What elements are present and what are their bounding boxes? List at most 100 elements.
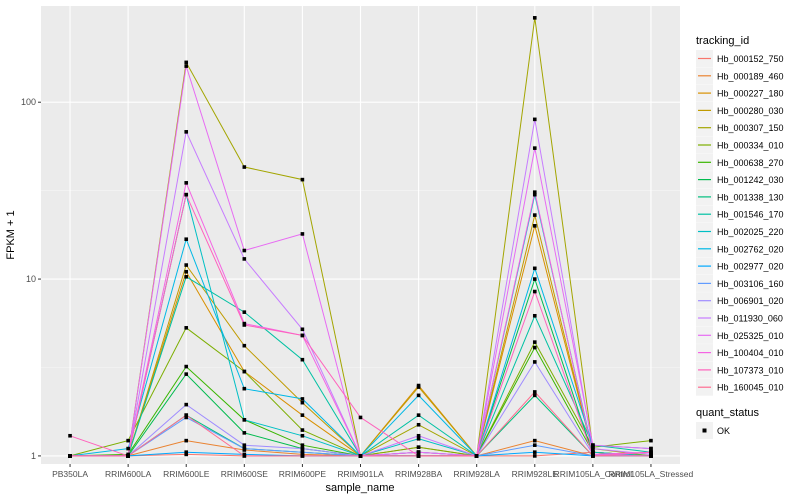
data-point bbox=[68, 433, 72, 438]
data-point bbox=[242, 343, 247, 348]
data-point bbox=[532, 213, 537, 217]
legend-label: Hb_160045_010 bbox=[717, 383, 784, 393]
data-point bbox=[591, 446, 595, 451]
x-axis-title: sample_name bbox=[325, 482, 394, 494]
legend-label: Hb_025325_010 bbox=[717, 331, 784, 341]
legend-label: Hb_003106_160 bbox=[717, 279, 784, 289]
data-point bbox=[591, 454, 595, 458]
legend-label: Hb_001546_170 bbox=[717, 210, 784, 220]
legend-label: Hb_001242_030 bbox=[717, 175, 784, 185]
data-point bbox=[649, 438, 653, 443]
data-point bbox=[242, 323, 247, 327]
legend-label: Hb_000307_150 bbox=[717, 123, 784, 133]
data-point bbox=[416, 433, 421, 438]
data-point bbox=[242, 446, 247, 451]
legend-label: Hb_011930_060 bbox=[717, 314, 783, 324]
data-point bbox=[300, 428, 305, 432]
data-point bbox=[532, 443, 537, 447]
x-tick-label: RRIM928LA bbox=[454, 469, 501, 479]
x-tick-label: RRIM600LE bbox=[163, 469, 210, 479]
data-point bbox=[242, 369, 247, 374]
x-tick-label: RRIM928LE bbox=[512, 469, 559, 479]
data-point bbox=[184, 402, 189, 407]
data-point bbox=[184, 237, 189, 242]
data-point bbox=[474, 454, 479, 458]
legend-label: Hb_000152_750 bbox=[717, 54, 784, 64]
legend-label: Hb_000227_180 bbox=[717, 89, 784, 99]
data-point bbox=[416, 393, 421, 398]
data-point bbox=[300, 433, 305, 438]
data-point bbox=[300, 177, 305, 182]
data-point bbox=[242, 443, 247, 447]
data-point bbox=[532, 277, 537, 281]
legend-label: Hb_002762_020 bbox=[717, 244, 784, 254]
data-point bbox=[416, 454, 421, 458]
data-point bbox=[184, 269, 189, 274]
data-point bbox=[300, 232, 305, 236]
data-point bbox=[184, 438, 189, 443]
data-point bbox=[532, 450, 537, 454]
data-point bbox=[184, 452, 189, 457]
data-point bbox=[300, 450, 305, 454]
y-tick-label: 1 bbox=[31, 451, 36, 461]
data-point bbox=[126, 446, 130, 451]
data-point bbox=[300, 397, 305, 401]
legend-label: Hb_000280_030 bbox=[717, 106, 784, 116]
data-point bbox=[184, 364, 189, 369]
data-point bbox=[591, 443, 595, 447]
data-point bbox=[416, 413, 421, 417]
legend-title: tracking_id bbox=[696, 35, 749, 47]
data-point bbox=[184, 450, 189, 454]
data-point bbox=[242, 310, 247, 314]
data-point bbox=[184, 192, 189, 197]
data-point bbox=[242, 418, 247, 422]
data-point bbox=[300, 443, 305, 447]
data-point bbox=[242, 257, 247, 261]
data-point bbox=[532, 146, 537, 150]
y-axis-title: FPKM + 1 bbox=[5, 210, 17, 259]
data-point bbox=[532, 192, 537, 197]
data-point bbox=[184, 263, 189, 267]
data-point bbox=[532, 340, 537, 344]
data-point bbox=[532, 16, 537, 20]
data-point bbox=[532, 438, 537, 443]
data-point bbox=[416, 450, 421, 454]
data-point bbox=[184, 326, 189, 330]
data-point bbox=[300, 333, 305, 338]
data-point bbox=[242, 431, 247, 435]
data-point bbox=[532, 117, 537, 122]
data-point bbox=[649, 454, 653, 458]
x-tick-label: RRIM600SE bbox=[221, 469, 269, 479]
legend-label: Hb_000189_460 bbox=[717, 71, 784, 81]
data-point bbox=[242, 386, 247, 391]
data-point bbox=[184, 274, 189, 279]
data-point bbox=[416, 445, 421, 450]
data-point bbox=[649, 450, 653, 454]
legend-label: Hb_000334_010 bbox=[717, 141, 784, 151]
x-tick-label: RRIM928BA bbox=[395, 469, 443, 479]
data-point bbox=[300, 357, 305, 362]
legend-label: Hb_100404_010 bbox=[717, 348, 784, 358]
data-point bbox=[184, 60, 189, 65]
data-point bbox=[242, 454, 247, 458]
data-point bbox=[300, 327, 305, 332]
data-point bbox=[184, 64, 189, 68]
data-point bbox=[532, 313, 537, 318]
data-point bbox=[184, 181, 189, 185]
legend-label: Hb_002025_220 bbox=[717, 227, 784, 237]
data-point bbox=[242, 248, 247, 253]
shape-legend-title: quant_status bbox=[696, 407, 759, 419]
data-point bbox=[184, 130, 189, 134]
data-point bbox=[184, 415, 189, 420]
x-axis: PB350LA RRIM600LA RRIM600LE RRIM600SE RRIM60… bbox=[52, 464, 694, 479]
data-point bbox=[68, 454, 72, 458]
x-tick-label: RRIM105LA_Control bbox=[554, 469, 633, 479]
data-point bbox=[591, 450, 595, 454]
data-point bbox=[184, 372, 189, 376]
y-tick-label: 100 bbox=[21, 97, 36, 107]
data-point bbox=[532, 360, 537, 364]
data-point bbox=[532, 289, 537, 294]
x-tick-label: RRIM901LA bbox=[337, 469, 384, 479]
data-point bbox=[126, 454, 130, 458]
